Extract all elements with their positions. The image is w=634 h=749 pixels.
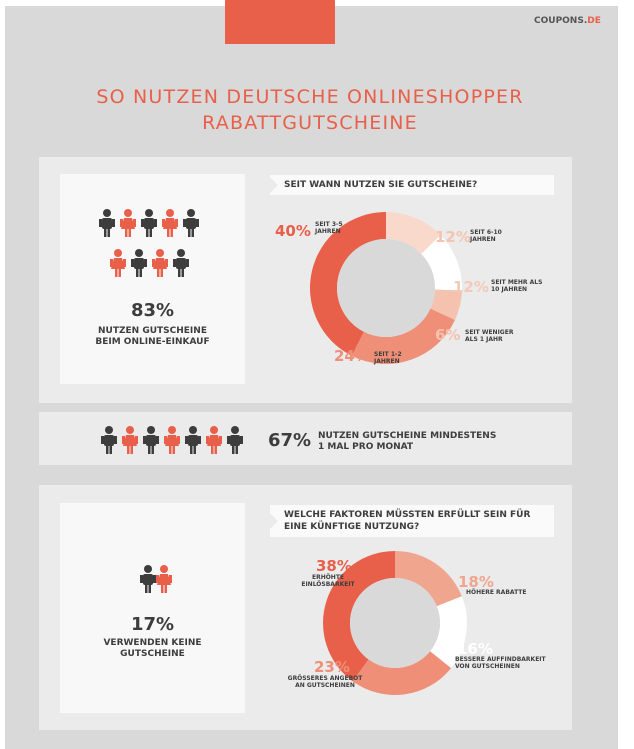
factors-desc-2-line1: HÖHERE RABATTE [466, 589, 527, 596]
p83-person-8 [152, 249, 168, 277]
usage-desc-1-line2: JAHREN [314, 228, 341, 235]
stat-value-83: 83% [130, 300, 175, 321]
usage-pct-3: 12% [453, 278, 489, 296]
p67-person-3 [143, 426, 159, 454]
p17-person-2 [156, 565, 172, 593]
usage-desc-2-line1: SEIT 6-10 [470, 229, 502, 236]
question-2-line1: WELCHE FAKTOREN MÜSSTEN ERFÜLLT SEIN FÜR [284, 510, 531, 520]
logo-main: COUPONS. [534, 16, 588, 26]
factors-slice-2 [430, 596, 467, 669]
banner-notch-2 [270, 513, 278, 529]
usage-pct-2: 12% [435, 228, 471, 246]
p83-person-1 [99, 209, 115, 237]
factors-desc-1-line2: EINLÖSBARKEIT [301, 581, 355, 588]
usage-desc-4-line2: ALS 1 JAHR [465, 336, 503, 343]
title-line-1: SO NUTZEN DEUTSCHE ONLINESHOPPER [96, 86, 524, 108]
stat-text-17-line2: GUTSCHEINE [120, 649, 185, 659]
people-icons-17 [140, 565, 172, 593]
factors-desc-3-line1: BESSERE AUFFINDBARKEIT [455, 656, 547, 663]
p67-person-6 [206, 426, 222, 454]
p83-person-5 [183, 209, 199, 237]
p83-person-4 [162, 209, 178, 237]
factors-pct-4: 23% [314, 658, 350, 676]
factors-pct-1: 38% [316, 557, 352, 575]
p83-person-6 [110, 249, 126, 277]
stat-text-67-line2: 1 MAL PRO MONAT [318, 442, 414, 452]
stat-text-67-line1: NUTZEN GUTSCHEINE MINDESTENS [318, 431, 497, 441]
stat-text-17: VERWENDEN KEINE GUTSCHEINE [60, 638, 245, 660]
stat-value-67: 67% [268, 430, 312, 451]
usage-desc-4-line1: SEIT WENIGER [465, 329, 514, 336]
usage-desc-5-line2: JAHREN [373, 358, 400, 365]
p83-person-3 [141, 209, 157, 237]
p67-person-2 [122, 426, 138, 454]
usage-slice-2 [421, 235, 462, 291]
usage-pct-5: 24% [334, 347, 370, 365]
factors-pct-3: 16% [457, 640, 493, 658]
usage-slice-1 [386, 212, 441, 254]
usage-desc-3-line2: 10 JAHREN [491, 286, 527, 293]
usage-slice-4 [351, 308, 455, 364]
factors-desc-4-line2: AN GUTSCHEINEN [295, 682, 355, 689]
question-2-line2: EINE KÜNFTIGE NUTZUNG? [284, 522, 420, 532]
usage-pct-4: 6% [435, 326, 460, 344]
stat-text-67: NUTZEN GUTSCHEINE MINDESTENS 1 MAL PRO M… [318, 431, 496, 453]
stat-text-17-line1: VERWENDEN KEINE [103, 638, 202, 648]
stat-text-83: NUTZEN GUTSCHEINE BEIM ONLINE-EINKAUF [60, 326, 245, 348]
factors-center [350, 578, 440, 668]
usage-desc-3-line1: SEIT MEHR ALS [491, 279, 542, 286]
people-icons-83 [99, 209, 199, 277]
top-tab [225, 0, 335, 44]
usage-desc-2-line2: JAHREN [469, 236, 496, 243]
factors-slice-4 [323, 551, 395, 682]
p83-person-7 [131, 249, 147, 277]
factors-desc-1-line1: ERHÖHTE [312, 574, 344, 581]
usage-center [337, 239, 435, 337]
logo-suffix: DE [587, 16, 601, 26]
factors-slice-3 [352, 651, 452, 695]
stat-value-17: 17% [130, 614, 175, 635]
question-banner-1: SEIT WANN NUTZEN SIE GUTSCHEINE? [270, 175, 554, 195]
logo[interactable]: COUPONS.DE [534, 16, 601, 26]
usage-desc-5-line1: SEIT 1-2 [374, 351, 402, 358]
p83-person-2 [120, 209, 136, 237]
p67-person-5 [185, 426, 201, 454]
p67-person-4 [164, 426, 180, 454]
p17-person-1 [140, 565, 156, 593]
factors-desc-3-line2: VON GUTSCHEINEN [455, 663, 520, 670]
p67-person-7 [227, 426, 243, 454]
usage-slice-3 [430, 289, 462, 320]
stat-text-83-line2: BEIM ONLINE-EINKAUF [95, 337, 210, 347]
factors-slice-1 [395, 551, 462, 607]
usage-pct-1: 40% [275, 222, 311, 240]
question-banner-2: WELCHE FAKTOREN MÜSSTEN ERFÜLLT SEIN FÜR… [270, 505, 554, 537]
stat-card-17 [60, 503, 245, 713]
title-line-2: RABATTGUTSCHEINE [202, 112, 418, 134]
page-title: SO NUTZEN DEUTSCHE ONLINESHOPPER RABATTG… [40, 84, 580, 136]
usage-slice-5 [310, 212, 386, 356]
usage-desc-1-line1: SEIT 3-5 [315, 221, 343, 228]
p67-person-1 [101, 426, 117, 454]
factors-pct-2: 18% [458, 573, 494, 591]
stat-text-83-line1: NUTZEN GUTSCHEINE [98, 326, 207, 336]
people-icons-67 [101, 426, 243, 454]
stat-card-83 [60, 174, 245, 384]
p83-person-9 [173, 249, 189, 277]
banner-notch-1 [270, 177, 278, 193]
factors-desc-4-line1: GRÖSSERES ANGEBOT [288, 675, 364, 682]
